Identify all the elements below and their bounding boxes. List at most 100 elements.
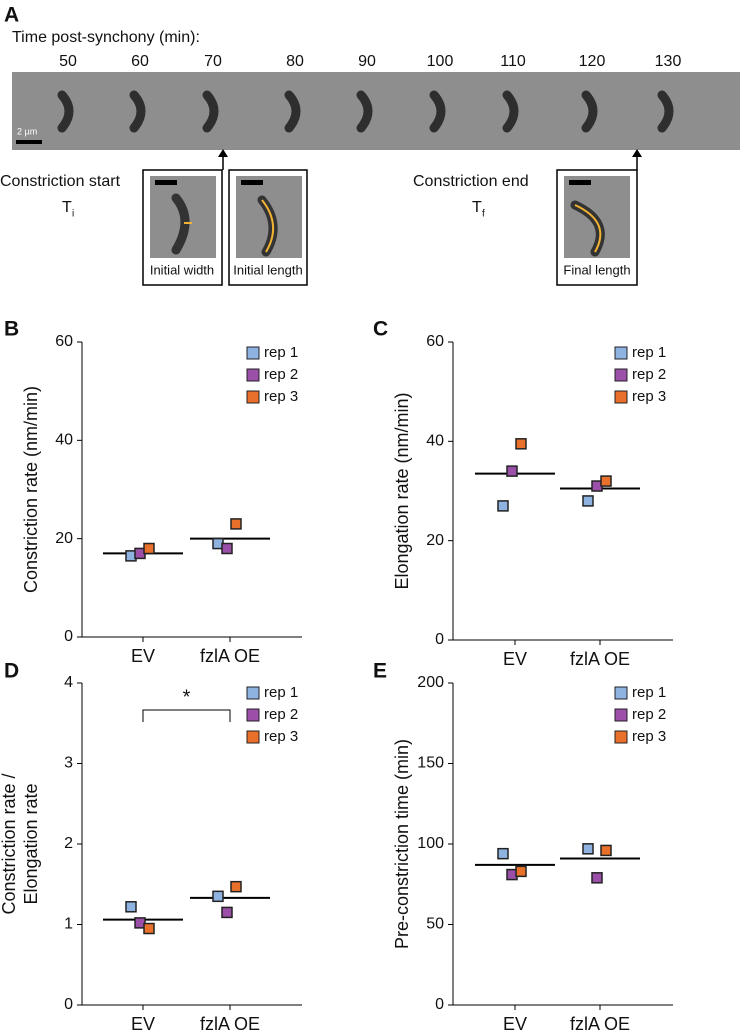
rep-mean (230, 880, 242, 893)
legend-swatch (246, 390, 260, 404)
x-tick-label: EV (503, 649, 527, 669)
rep-mean (125, 901, 137, 913)
cell (502, 90, 519, 133)
y-tick-label: 0 (435, 631, 444, 648)
cell (581, 90, 598, 133)
length-trace (261, 199, 274, 253)
x-tick-label: fzlA OE (570, 1014, 630, 1032)
rep-mean (221, 906, 233, 919)
rep-mean (515, 865, 527, 878)
legend-swatch (246, 730, 260, 744)
scale-label: 2 µm (17, 126, 37, 136)
time-label: 50 (59, 53, 77, 70)
time-label: 80 (286, 53, 304, 70)
y-tick-label: 40 (55, 432, 73, 449)
cell (284, 90, 301, 133)
time-label: 90 (358, 53, 376, 70)
legend-label: rep 1 (632, 684, 666, 701)
y-tick-label: 20 (55, 530, 73, 547)
ti-main: T (62, 199, 72, 216)
time-label: 100 (427, 53, 454, 70)
cell (356, 90, 373, 133)
legend-label: rep 3 (264, 388, 298, 405)
rep-mean (600, 475, 612, 487)
legend-label: rep 1 (264, 684, 298, 701)
inset-images (150, 176, 630, 258)
rep-mean (497, 847, 509, 860)
legend-label: rep 2 (632, 706, 666, 723)
legend-swatch (614, 708, 628, 722)
constriction-start: Constriction start (0, 173, 121, 190)
panel-letter: D (4, 660, 19, 683)
panel-letter: B (4, 318, 19, 341)
y-tick-label: 0 (64, 996, 73, 1013)
legend-swatch (614, 730, 628, 744)
y-tick-label: 60 (55, 333, 73, 350)
legend-swatch (614, 346, 628, 360)
legend-label: rep 2 (264, 366, 298, 383)
arrowheads (218, 149, 642, 157)
rep-mean (591, 872, 603, 884)
legend-swatch (614, 390, 628, 404)
length-trace (574, 204, 602, 253)
rep-mean (230, 518, 242, 530)
tf-main: T (472, 199, 482, 216)
rep-mean (515, 438, 527, 450)
inset-label: Initial width (150, 262, 214, 277)
cell (129, 90, 146, 133)
x-tick-label: fzlA OE (570, 649, 630, 669)
scale-bar (155, 180, 177, 185)
inset-box (556, 169, 638, 286)
panel-letter: C (373, 318, 388, 341)
y-tick-label: 40 (426, 433, 444, 450)
inset-label: Final length (563, 262, 630, 277)
rep-mean (506, 465, 518, 477)
y-tick-label: 60 (426, 333, 444, 350)
strip-title: Time post-synchony (min): (12, 29, 200, 46)
scale-bar (241, 180, 263, 185)
y-tick-label: 100 (417, 835, 444, 852)
constriction-end: Constriction end (413, 173, 529, 190)
legend-label: rep 1 (632, 344, 666, 361)
y-tick-label: 3 (64, 755, 73, 772)
legend-label: rep 1 (264, 344, 298, 361)
y-axis-label: Constriction rate / (0, 773, 19, 914)
cell (657, 90, 674, 133)
scale-bar (569, 180, 591, 185)
scale-bar (16, 140, 42, 144)
legend-swatch (246, 708, 260, 722)
inset-label: Initial length (233, 262, 302, 277)
rep-mean (582, 495, 594, 507)
legend-swatch (246, 368, 260, 382)
legend-label: rep 2 (632, 366, 666, 383)
cell (57, 90, 74, 133)
significance-label: * (183, 686, 191, 708)
x-tick-label: EV (131, 1014, 155, 1032)
x-tick-label: EV (503, 1014, 527, 1032)
y-tick-label: 200 (417, 674, 444, 691)
rep-mean (582, 843, 594, 855)
y-tick-label: 0 (435, 996, 444, 1013)
time-label: 130 (655, 53, 682, 70)
rep-mean (600, 844, 612, 857)
legend-swatch (246, 346, 260, 360)
panel-letter: A (4, 4, 19, 27)
x-tick-label: fzlA OE (200, 646, 260, 666)
y-tick-label: 2 (64, 835, 73, 852)
time-label: 110 (500, 53, 526, 70)
y-axis-label: Constriction rate (nm/min) (21, 386, 41, 593)
insets (142, 155, 638, 286)
rep-mean (497, 500, 509, 512)
legend-label: rep 2 (264, 706, 298, 723)
time-label: 120 (579, 53, 606, 70)
legend-label: rep 3 (632, 728, 666, 745)
y-tick-label: 1 (64, 916, 73, 933)
micrograph-strip (12, 72, 740, 150)
legend-swatch (246, 686, 260, 700)
legend-swatch (614, 368, 628, 382)
legend-label: rep 3 (264, 728, 298, 745)
tf-sub: f (482, 209, 485, 220)
y-tick-label: 20 (426, 532, 444, 549)
rep-mean (143, 922, 155, 935)
y-axis-label: Pre-constriction time (min) (392, 739, 412, 949)
